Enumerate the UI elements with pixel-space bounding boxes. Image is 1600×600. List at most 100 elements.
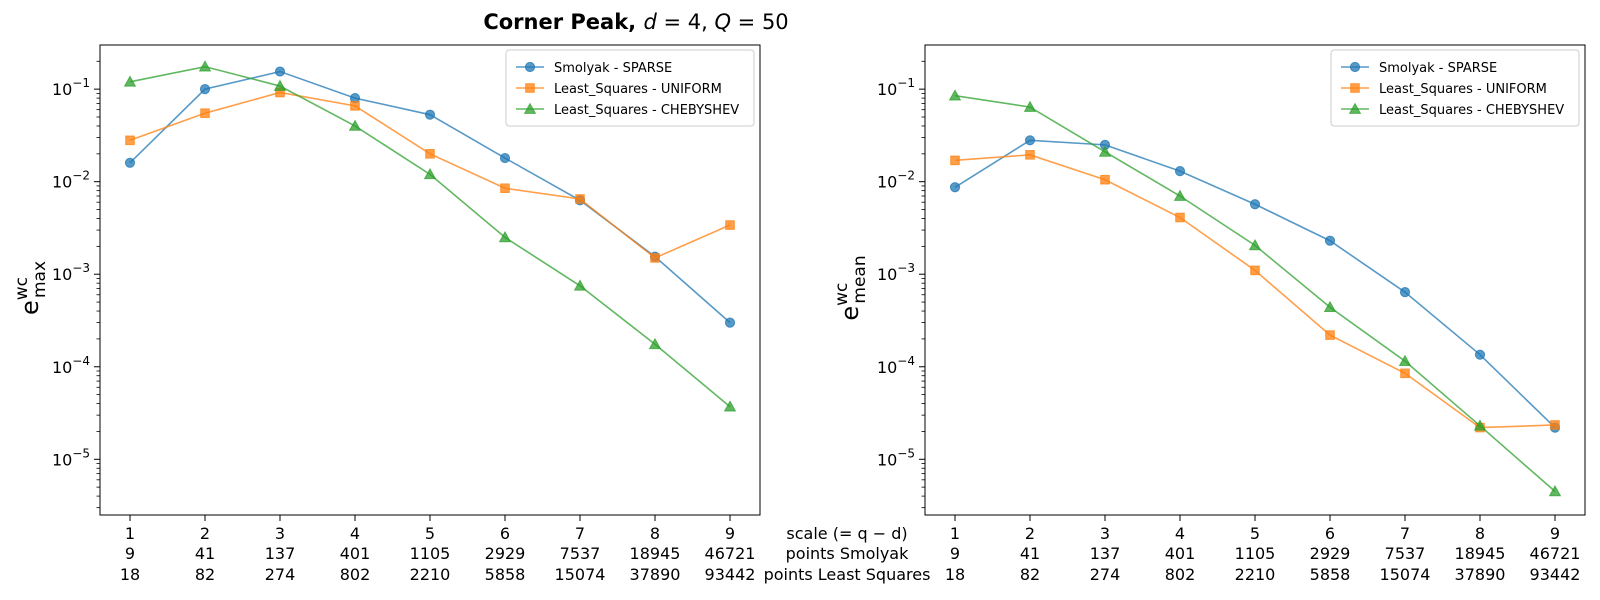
data-point: [1098, 145, 1112, 157]
x-tick-label-smolyak-points: 18945: [630, 544, 681, 563]
x-tick-label-scale: 5: [425, 524, 435, 543]
series-square: [125, 87, 735, 263]
legend-entry-label: Least_Squares - CHEBYSHEV: [554, 103, 739, 118]
legend-entry-label: Least_Squares - UNIFORM: [1379, 82, 1547, 97]
data-point: [1400, 368, 1410, 379]
x-tick-label-ls-points: 15074: [1380, 565, 1431, 584]
x-tick-label-smolyak-points: 1105: [1235, 544, 1276, 563]
legend-entry-label: Least_Squares - UNIFORM: [554, 82, 722, 97]
data-point: [949, 182, 961, 193]
chart-panel-max: 10−110−210−310−410−5ewcmax19182418231372…: [12, 44, 761, 584]
data-point: [424, 109, 436, 120]
data-point: [723, 400, 737, 412]
series-line: [954, 94, 1556, 492]
x-tick-label-ls-points: 93442: [1530, 565, 1581, 584]
x-tick-label-ls-points: 15074: [555, 565, 606, 584]
data-point: [1473, 419, 1487, 431]
x-tick-label-ls-points: 5858: [1310, 565, 1351, 584]
y-tick-label: 10−1: [52, 76, 90, 99]
legend-swatch-marker: [525, 83, 535, 93]
data-point: [348, 119, 362, 131]
data-point: [350, 101, 360, 111]
legend: Smolyak - SPARSE Least_Squares - UNIFORM L…: [1330, 49, 1580, 127]
y-tick-label: 10−4: [877, 354, 915, 377]
legend-entry-label: Smolyak - SPARSE: [1379, 61, 1497, 76]
legend-frame: [505, 49, 755, 127]
x-tick-label-smolyak-points: 137: [1090, 544, 1121, 563]
data-point: [1175, 212, 1185, 223]
y-axis-label: ewcmean: [832, 255, 870, 320]
x-tick-label-smolyak-points: 41: [1020, 544, 1040, 563]
data-point: [1173, 189, 1187, 201]
x-tick-label-smolyak-points: 7537: [560, 544, 601, 563]
y-tick-label: 10−3: [52, 261, 90, 284]
x-tick-label-scale: 8: [1475, 524, 1485, 543]
legend-swatch-marker: [1348, 102, 1362, 114]
x-tick-label-scale: 1: [950, 524, 960, 543]
data-point: [950, 155, 960, 166]
data-point: [575, 194, 585, 204]
y-tick-label: 10−2: [877, 169, 915, 192]
x-tick-label-smolyak-points: 9: [950, 544, 960, 563]
y-tick-label: 10−4: [52, 354, 90, 377]
x-axis-row-labels: scale (= q − d) points Smolyak points Le…: [764, 524, 931, 584]
x-tick-label-scale: 3: [275, 524, 285, 543]
series-triangle: [948, 89, 1562, 497]
data-point: [725, 220, 735, 230]
x-tick-label-ls-points: 82: [1020, 565, 1040, 584]
data-point: [200, 108, 210, 118]
data-point: [573, 279, 587, 291]
x-tick-label-smolyak-points: 46721: [705, 544, 756, 563]
x-tick-label-scale: 7: [1400, 524, 1410, 543]
data-point: [1024, 135, 1036, 146]
legend-entry-label: Smolyak - SPARSE: [554, 61, 672, 76]
y-axis-label: ewcmax: [12, 261, 50, 315]
data-point: [648, 337, 662, 350]
x-tick-label-ls-points: 82: [195, 565, 215, 584]
x-tick-label-ls-points: 18: [945, 565, 965, 584]
series-square: [950, 150, 1560, 433]
x-tick-label-scale: 6: [1325, 524, 1335, 543]
x-axis-label-least-squares: points Least Squares: [764, 565, 931, 584]
x-tick-label-smolyak-points: 41: [195, 544, 215, 563]
x-tick-label-scale: 9: [1550, 524, 1560, 543]
series-line: [954, 139, 1556, 429]
x-tick-label-scale: 6: [500, 524, 510, 543]
chart-title: Corner Peak, d = 4, Q = 50: [483, 10, 788, 34]
data-point: [724, 317, 736, 328]
x-tick-label-ls-points: 93442: [705, 565, 756, 584]
data-point: [1324, 235, 1336, 246]
data-point: [274, 66, 286, 77]
data-point: [199, 84, 211, 95]
y-tick-label: 10−2: [52, 169, 90, 192]
data-point: [1248, 238, 1262, 251]
data-point: [425, 149, 435, 159]
data-point: [1174, 166, 1186, 177]
series-triangle: [123, 60, 737, 412]
x-tick-label-smolyak-points: 9: [125, 544, 135, 563]
legend: Smolyak - SPARSE Least_Squares - UNIFORM L…: [505, 49, 755, 127]
x-tick-label-smolyak-points: 401: [340, 544, 371, 563]
legend-entry-label: Least_Squares - CHEBYSHEV: [1379, 103, 1564, 118]
data-point: [1550, 420, 1560, 430]
x-tick-label-ls-points: 274: [1090, 565, 1121, 584]
x-tick-label-smolyak-points: 401: [1165, 544, 1196, 563]
x-tick-label-ls-points: 2210: [410, 565, 451, 584]
x-tick-label-scale: 9: [725, 524, 735, 543]
x-tick-label-smolyak-points: 1105: [410, 544, 451, 563]
data-point: [1023, 100, 1037, 112]
data-point: [500, 183, 510, 194]
data-point: [1100, 174, 1110, 185]
x-tick-label-scale: 4: [1175, 524, 1185, 543]
data-point: [650, 253, 660, 263]
data-point: [1250, 265, 1260, 276]
data-point: [423, 167, 437, 180]
x-tick-label-smolyak-points: 137: [265, 544, 296, 563]
x-tick-label-smolyak-points: 2929: [485, 544, 526, 563]
chart-panel-mean: 10−110−210−310−410−5ewcmean1918241823137…: [832, 44, 1586, 584]
data-point: [198, 60, 212, 72]
series-line: [954, 154, 1556, 429]
x-tick-label-scale: 1: [125, 524, 135, 543]
legend-frame: [1330, 49, 1580, 127]
data-point: [1025, 150, 1035, 160]
